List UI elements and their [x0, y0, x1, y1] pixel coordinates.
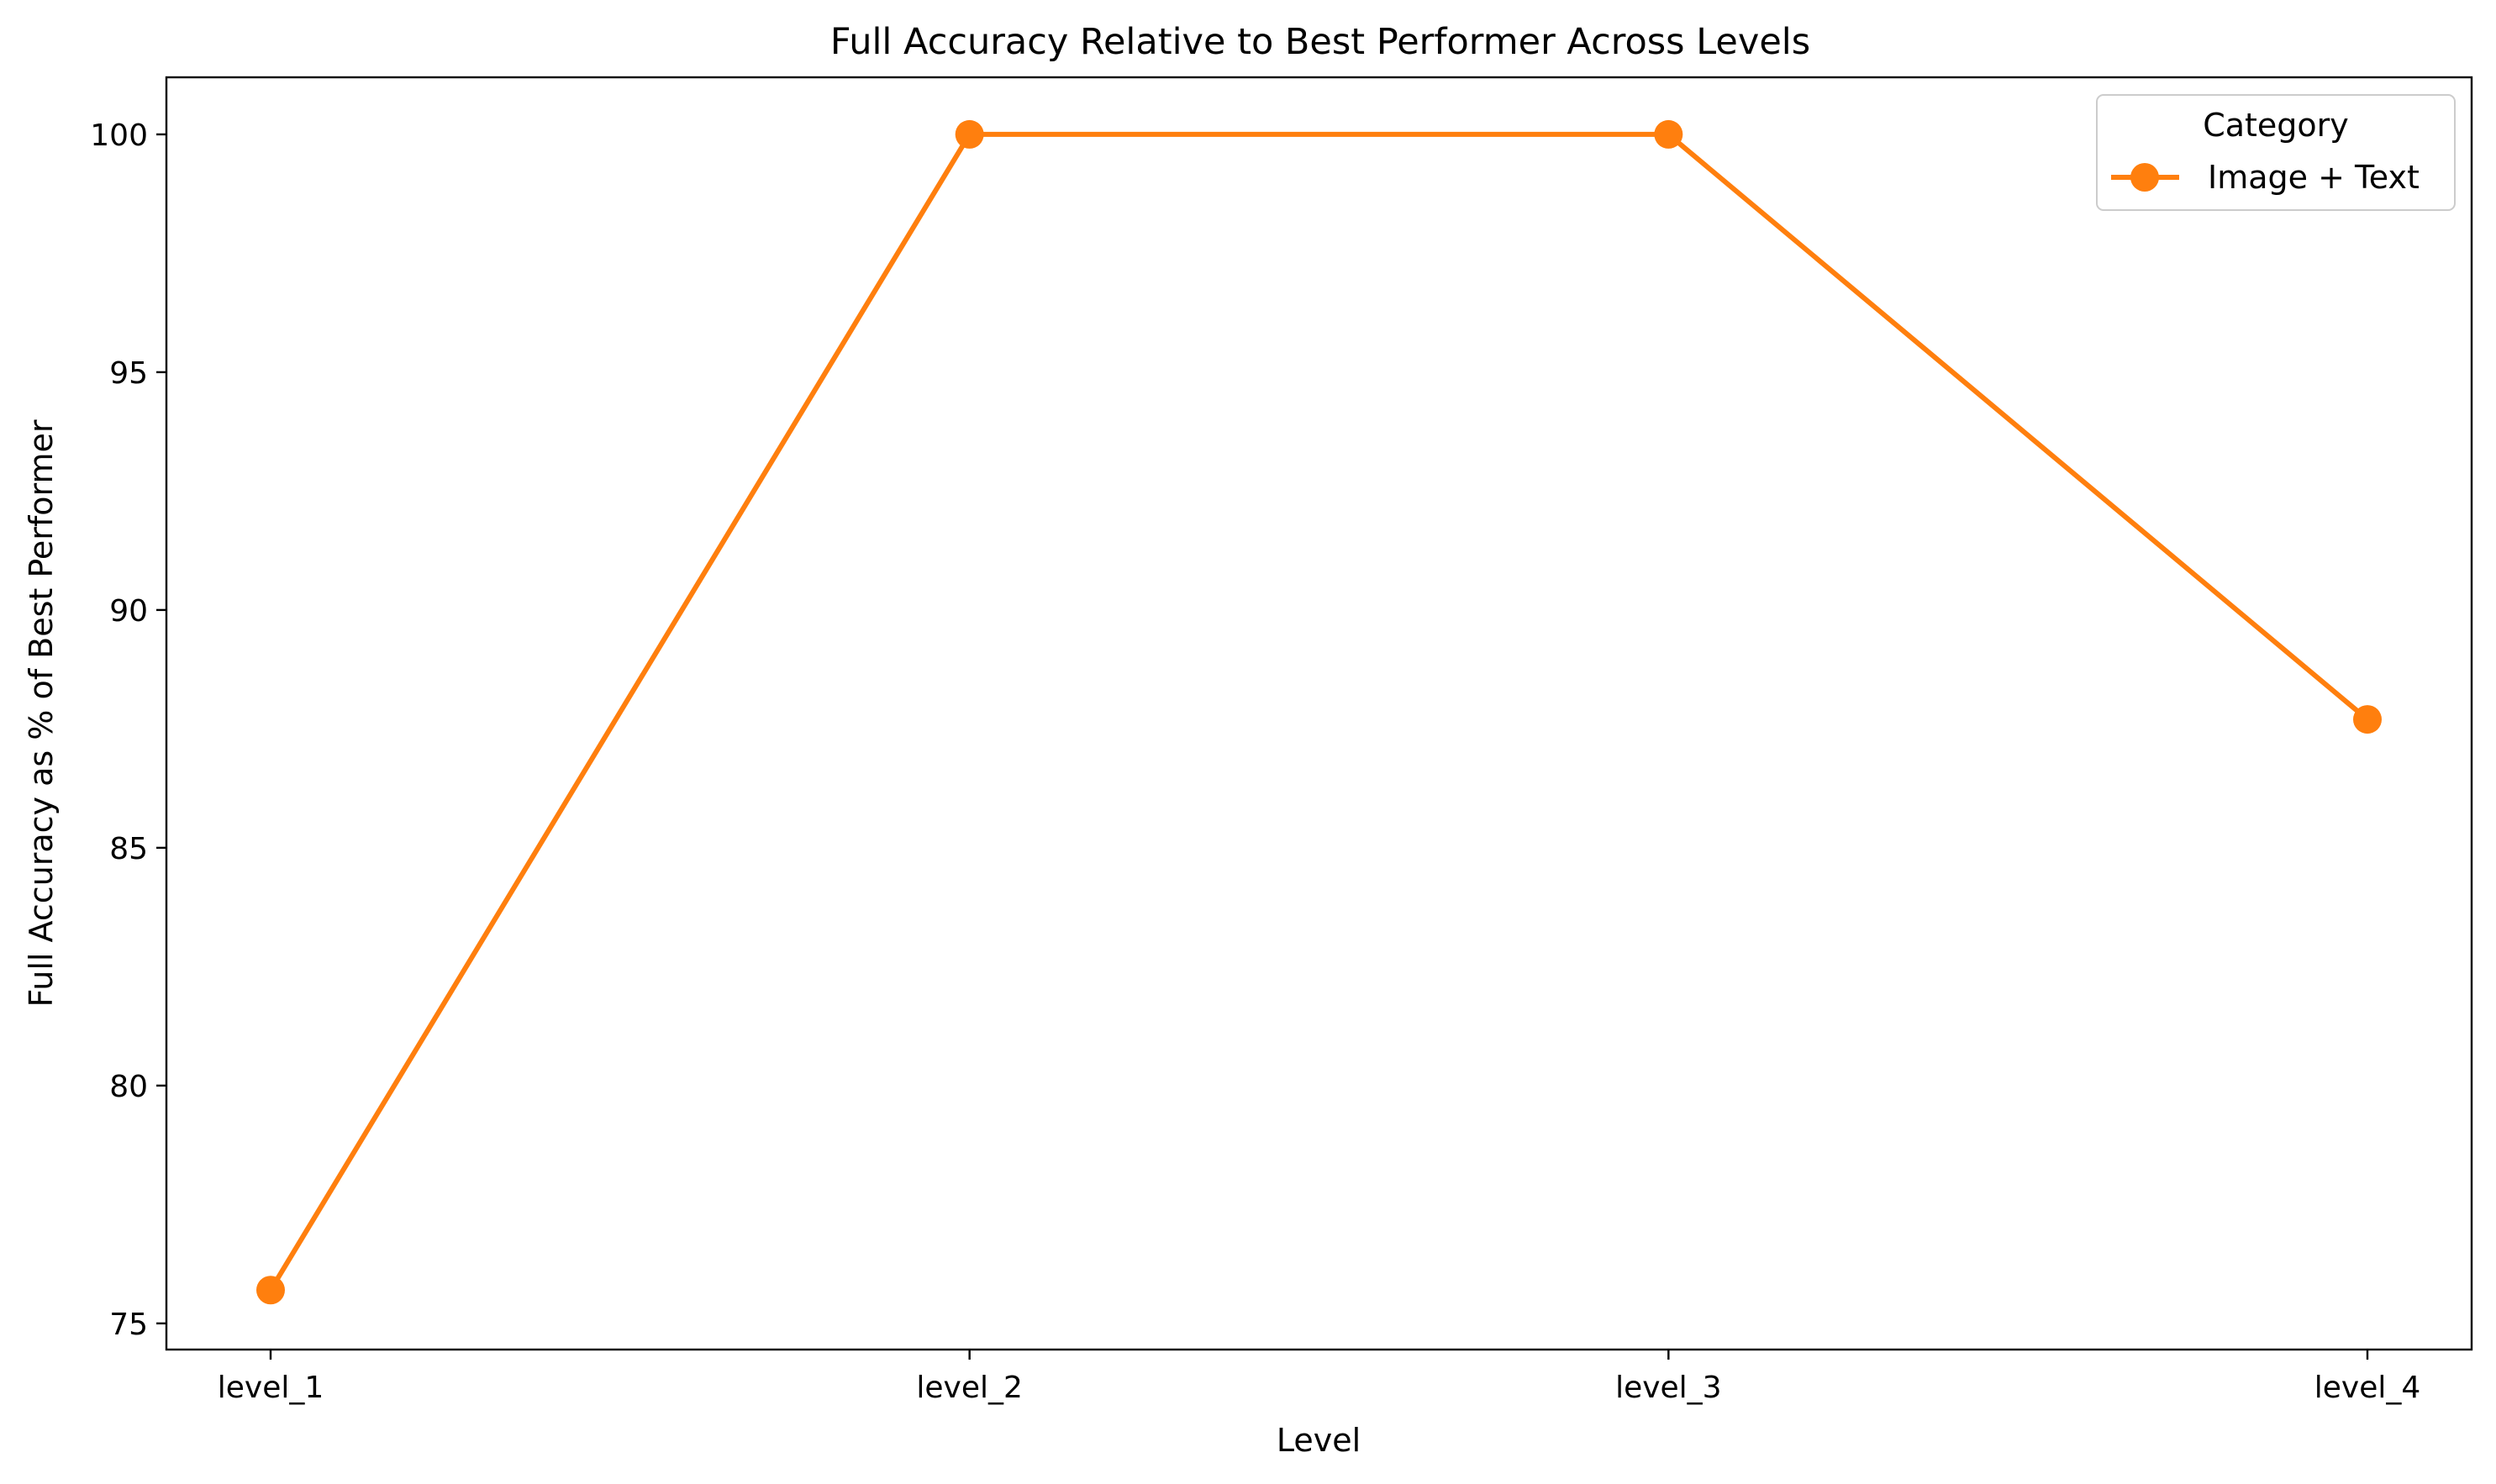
y-tick-label: 85 [109, 832, 148, 866]
plot-area [165, 76, 2473, 1351]
legend-marker-swatch [2130, 163, 2159, 192]
x-tick-label: level_4 [2314, 1371, 2421, 1405]
x-tick-label: level_2 [916, 1371, 1023, 1405]
x-axis-label: Level [1277, 1422, 1361, 1459]
data-point-level_2 [955, 119, 984, 149]
y-tick-label: 100 [90, 118, 148, 153]
y-axis: 75 80 85 90 95 100 [90, 118, 166, 1342]
x-tick-label: level_1 [218, 1371, 324, 1405]
y-tick-label: 90 [109, 594, 148, 629]
y-tick-label: 80 [109, 1070, 148, 1104]
y-tick-label: 95 [109, 356, 148, 391]
series-layer [256, 119, 2382, 1305]
x-axis: level_1 level_2 level_3 level_4 [218, 1350, 2421, 1405]
legend-box [2096, 94, 2456, 211]
data-point-level_1 [256, 1276, 285, 1305]
legend-entry-label: Image + Text [2208, 159, 2420, 196]
data-point-level_3 [1654, 119, 1683, 149]
data-point-level_4 [2353, 705, 2382, 734]
y-tick-label: 75 [109, 1308, 148, 1342]
chart-title: Full Accuracy Relative to Best Performer… [830, 21, 1810, 63]
y-axis-label: Full Accuracy as % of Best Performer [23, 419, 60, 1007]
x-tick-label: level_3 [1615, 1371, 1722, 1405]
legend: Category Image + Text [2096, 94, 2456, 211]
legend-title: Category [2203, 107, 2349, 144]
series-line [268, 131, 2370, 1293]
